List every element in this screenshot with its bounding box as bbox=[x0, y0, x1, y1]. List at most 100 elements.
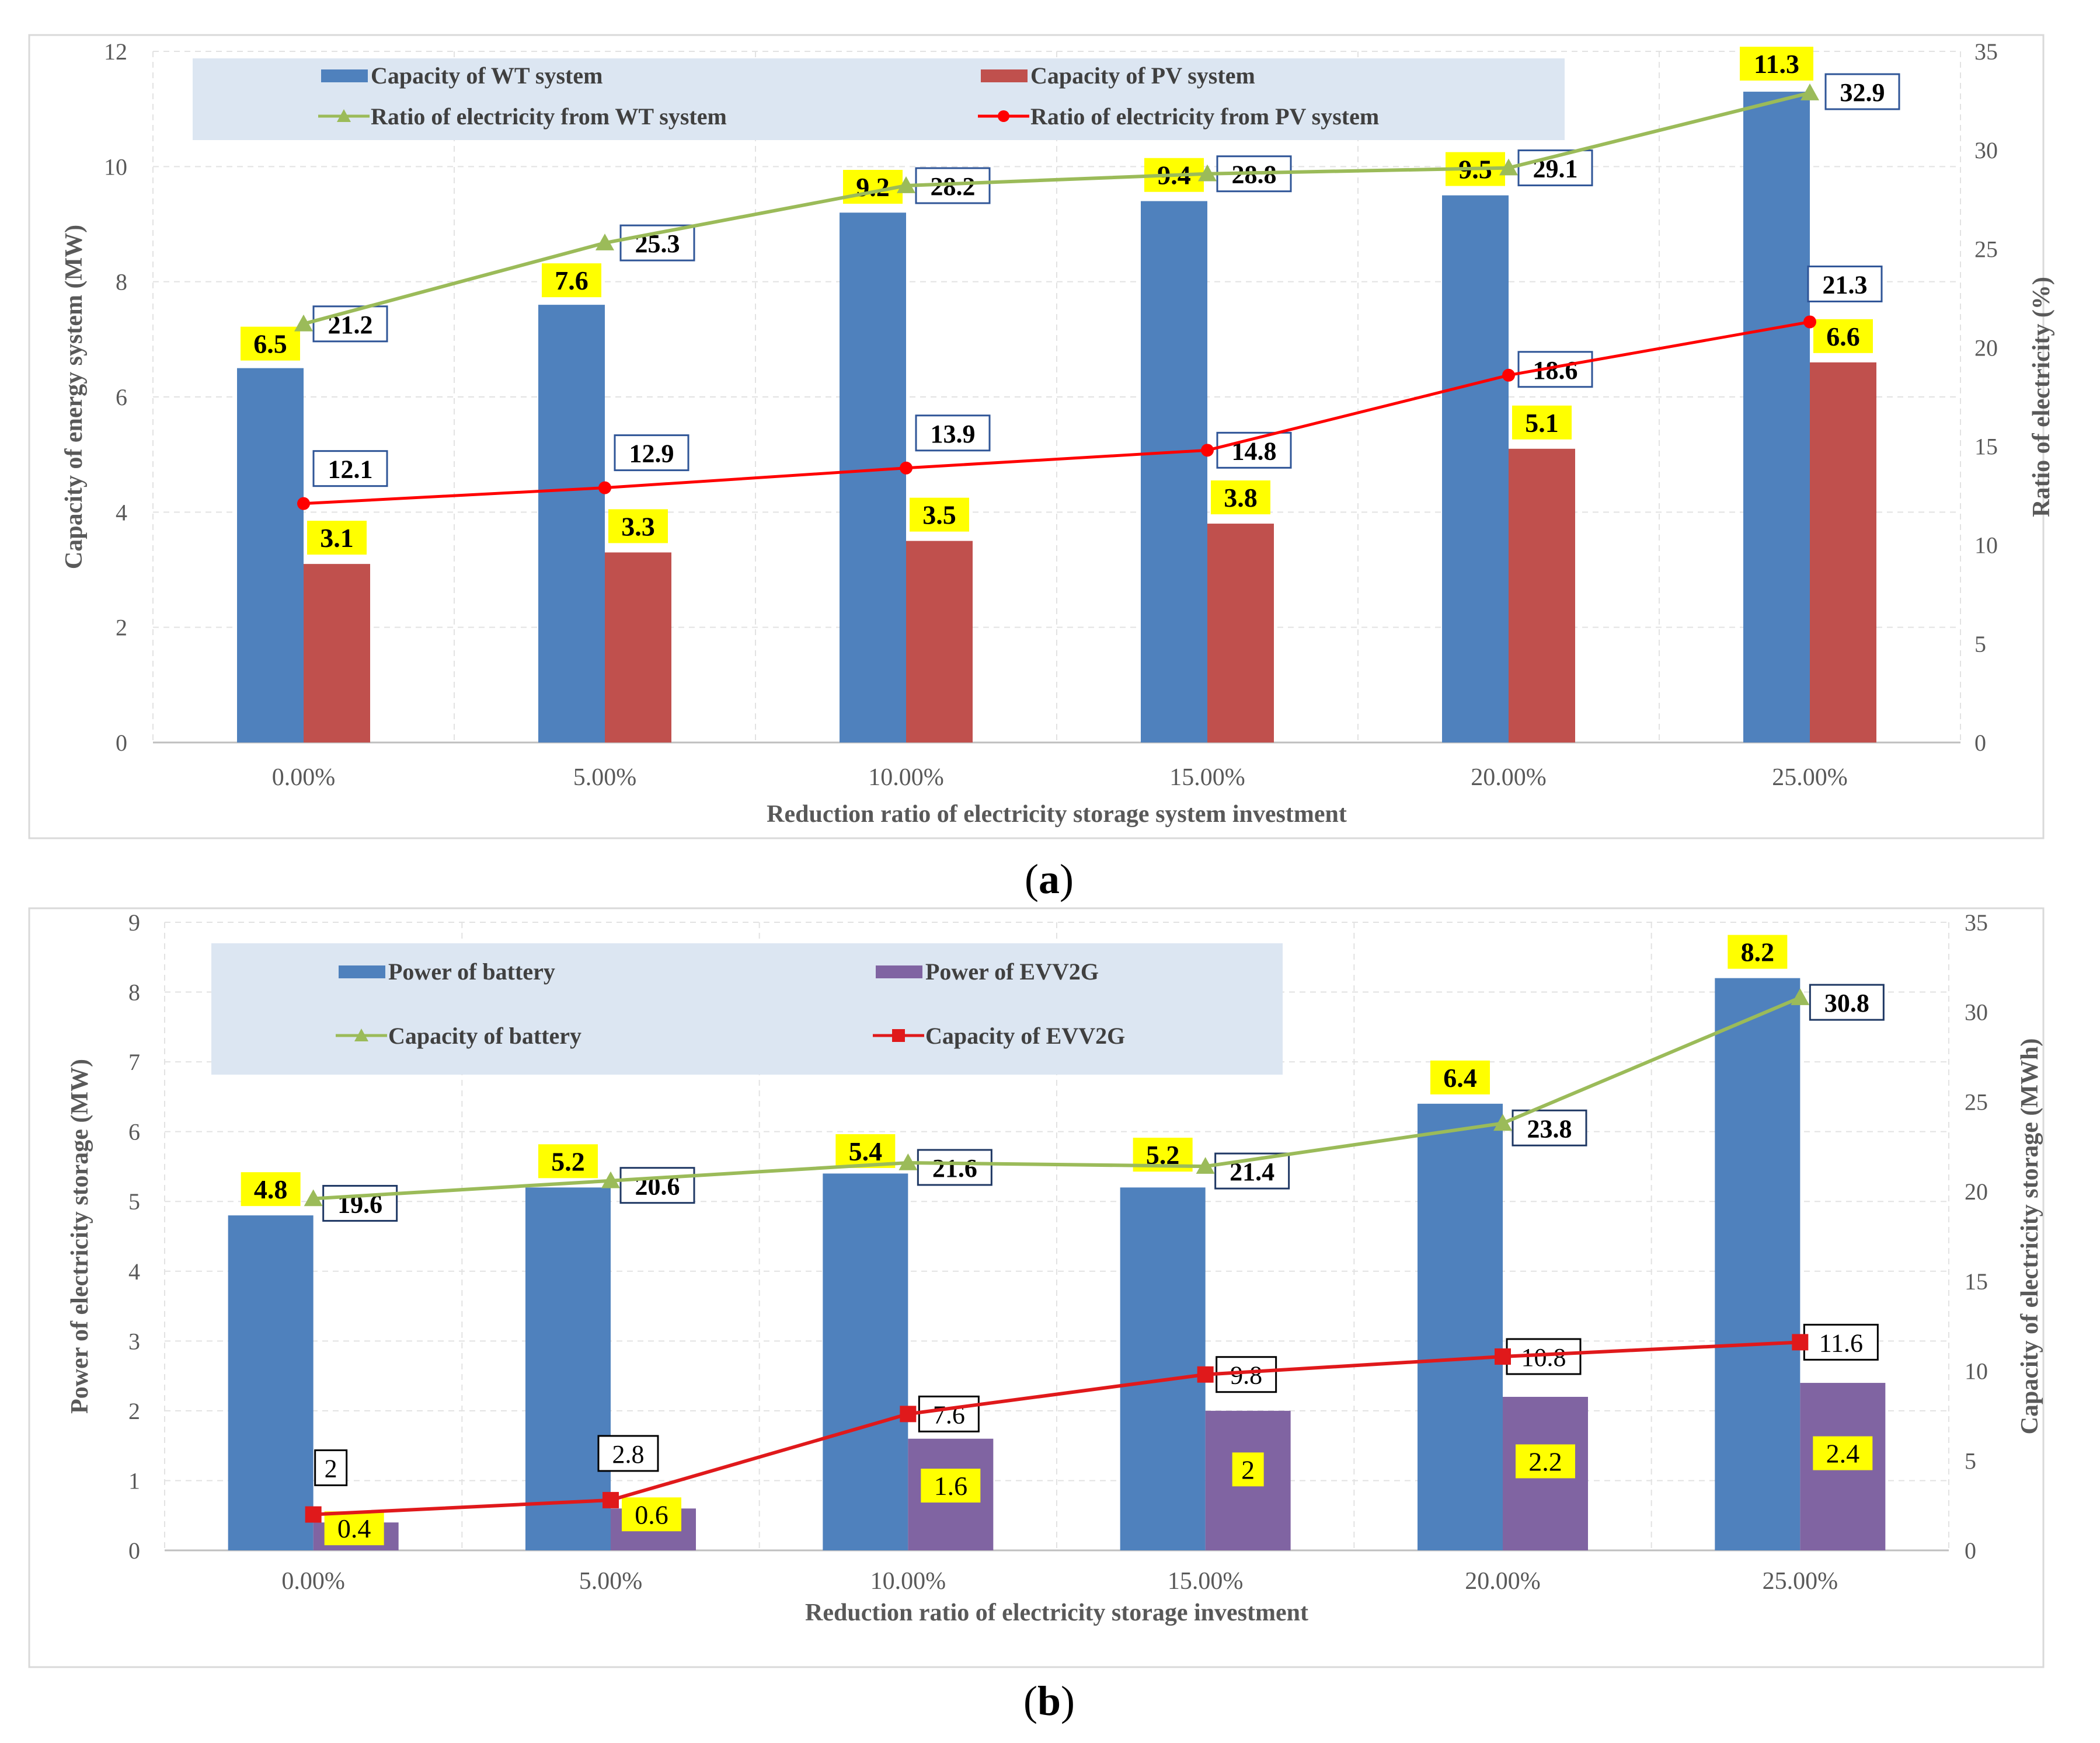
data-label-bg bbox=[538, 1144, 598, 1179]
panel-caption: (b) bbox=[1023, 1678, 1075, 1724]
data-label: 3.8 bbox=[1224, 483, 1258, 513]
data-label-bg bbox=[915, 414, 991, 452]
data-label-bg bbox=[1803, 1323, 1879, 1361]
y2-tick-label: 25 bbox=[1965, 1089, 1988, 1115]
y2-tick-label: 10 bbox=[1974, 532, 1998, 559]
line-marker bbox=[601, 1171, 620, 1188]
chart-panel-a: 0 2 4 6 8 10 12 0 5 10 15 20 25 30 35 0.00% 5.00% 10.00% 1… bbox=[28, 34, 2055, 839]
data-label-bg bbox=[1211, 480, 1270, 515]
legend-label: Power of battery bbox=[388, 958, 555, 985]
line-series-3 bbox=[303, 320, 1810, 506]
x-tick-label: 10.00% bbox=[870, 1568, 946, 1595]
y-tick-label: 4 bbox=[128, 1259, 140, 1285]
lines-layer bbox=[304, 988, 1810, 1523]
data-label-bg bbox=[312, 450, 388, 487]
data-label: 30.8 bbox=[1824, 989, 1869, 1017]
y-tick-label: 0 bbox=[116, 730, 127, 756]
data-label: 23.8 bbox=[1527, 1114, 1572, 1143]
bar-0 bbox=[1442, 195, 1509, 743]
bar-0 bbox=[1715, 978, 1801, 1550]
bar-0 bbox=[228, 1215, 314, 1550]
data-label: 6.6 bbox=[1826, 322, 1860, 351]
data-label-bg bbox=[614, 434, 689, 472]
data-label: 1.6 bbox=[934, 1471, 968, 1501]
y2-tick-label: 5 bbox=[1974, 631, 1986, 657]
data-label-bg bbox=[322, 1184, 398, 1222]
x-axis-title: Reduction ratio of electricity storage s… bbox=[767, 801, 1347, 828]
line-marker bbox=[598, 481, 611, 494]
bar-1 bbox=[304, 564, 370, 742]
data-label-bg bbox=[1232, 1452, 1264, 1487]
y2-tick-label: 30 bbox=[1974, 137, 1998, 163]
legend: Capacity of WT system Capacity of PV syst… bbox=[193, 58, 1565, 140]
bar-0 bbox=[1743, 92, 1810, 743]
data-label-bg bbox=[835, 1134, 896, 1168]
data-label-bg bbox=[314, 1449, 348, 1487]
data-label-bg bbox=[1516, 1444, 1575, 1479]
data-label: 8.2 bbox=[1741, 937, 1775, 967]
line-marker bbox=[898, 1153, 918, 1170]
line-marker bbox=[1197, 1366, 1214, 1383]
y-tick-label: 12 bbox=[104, 39, 127, 65]
y-tick-label: 0 bbox=[128, 1538, 140, 1564]
data-label-bg bbox=[241, 1172, 301, 1207]
data-label: 11.3 bbox=[1754, 49, 1799, 79]
y-tick-label: 8 bbox=[116, 269, 127, 295]
data-label: 4.8 bbox=[254, 1174, 288, 1204]
y-tick-label: 2 bbox=[116, 615, 127, 641]
caption-letter: a bbox=[1039, 856, 1060, 902]
data-label: 7.6 bbox=[555, 266, 588, 295]
bar-0 bbox=[1120, 1187, 1206, 1550]
y-tick-label: 5 bbox=[128, 1188, 140, 1215]
data-label-bg bbox=[1807, 265, 1883, 302]
data-label-bg bbox=[1809, 984, 1885, 1021]
line-series-2 bbox=[313, 996, 1801, 1201]
data-label: 2.8 bbox=[612, 1440, 645, 1469]
data-label: 3.3 bbox=[621, 511, 655, 541]
caption-close: ) bbox=[1061, 1678, 1075, 1724]
data-label: 2 bbox=[1241, 1455, 1255, 1484]
bar-0 bbox=[1141, 201, 1207, 742]
data-label-bg bbox=[910, 497, 969, 532]
line-marker bbox=[897, 176, 915, 193]
x-tick-label: 20.00% bbox=[1465, 1568, 1541, 1595]
line-marker bbox=[1803, 315, 1816, 329]
line-marker bbox=[1201, 444, 1214, 457]
bar-0 bbox=[525, 1187, 611, 1550]
line-series-2 bbox=[303, 91, 1810, 326]
data-label-bg bbox=[921, 1469, 981, 1503]
caption-close: ) bbox=[1060, 856, 1074, 902]
data-label-bg bbox=[608, 509, 668, 543]
data-label: 9.2 bbox=[856, 172, 890, 202]
x-tick-label: 10.00% bbox=[868, 764, 944, 791]
legend-label: Capacity of PV system bbox=[1030, 62, 1255, 89]
line-marker bbox=[595, 233, 614, 250]
data-label-bg bbox=[1740, 47, 1813, 81]
bar-0 bbox=[538, 305, 605, 742]
bar-1 bbox=[605, 552, 671, 742]
data-label-bg bbox=[1512, 1109, 1587, 1146]
line-marker bbox=[294, 314, 313, 332]
line-marker bbox=[900, 461, 913, 475]
legend-swatch bbox=[876, 965, 922, 978]
y2-tick-label: 35 bbox=[1974, 39, 1998, 65]
data-label-bg bbox=[1728, 935, 1788, 969]
legend-background bbox=[211, 943, 1283, 1075]
bar-1 bbox=[906, 541, 973, 742]
bar-0 bbox=[1418, 1103, 1503, 1550]
data-label: 0.4 bbox=[337, 1514, 371, 1543]
legend-label: Ratio of electricity from PV system bbox=[1030, 103, 1379, 130]
y2-tick-label: 25 bbox=[1974, 236, 1998, 262]
data-label: 9.8 bbox=[1230, 1361, 1262, 1390]
data-label: 2 bbox=[325, 1455, 337, 1483]
data-label-bg bbox=[307, 521, 367, 555]
line-marker bbox=[1495, 1348, 1511, 1365]
data-label: 6.4 bbox=[1443, 1063, 1477, 1093]
legend-swatch bbox=[321, 69, 368, 82]
data-label-bg bbox=[1813, 1436, 1873, 1470]
data-label: 21.6 bbox=[932, 1154, 977, 1183]
x-tick-label: 20.00% bbox=[1471, 764, 1547, 791]
y2-tick-label: 10 bbox=[1965, 1358, 1988, 1385]
data-label-bg bbox=[241, 326, 300, 361]
